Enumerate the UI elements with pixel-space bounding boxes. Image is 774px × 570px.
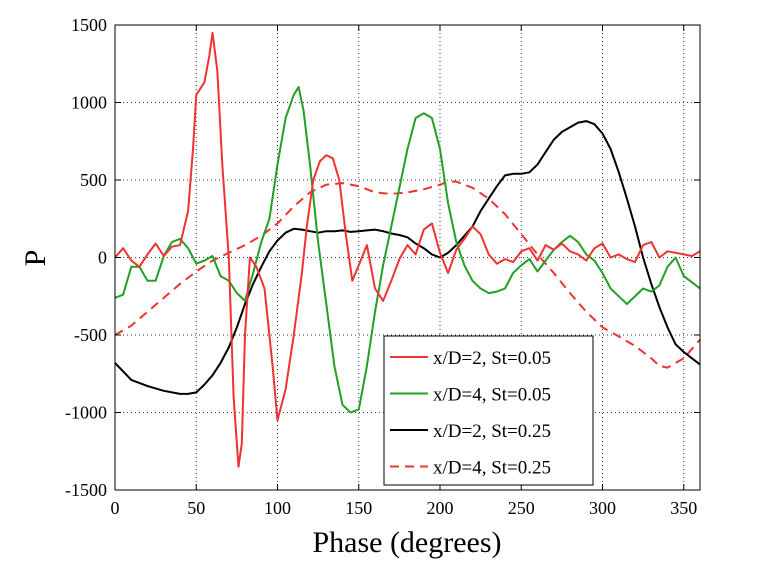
x-tick-label: 50 (187, 498, 205, 518)
series-line-0 (114, 31, 701, 468)
x-tick-label: 150 (345, 498, 372, 518)
series-line-1 (114, 86, 701, 414)
y-tick-label: -1500 (65, 480, 107, 500)
tick-labels: 0 50 100 150 200 250 300 350 -1500 -1000 -500 0 500 1… (65, 15, 697, 518)
legend-label-2: x/D=2, St=0.25 (433, 421, 551, 442)
y-tick-label: 1000 (71, 93, 107, 113)
x-tick-label: 300 (589, 498, 616, 518)
x-tick-label: 0 (111, 498, 120, 518)
x-axis-label: Phase (degrees) (312, 526, 501, 559)
y-tick-label: 500 (80, 170, 107, 190)
x-tick-label: 100 (264, 498, 291, 518)
x-tick-label: 200 (427, 498, 454, 518)
y-axis-label: P (19, 250, 52, 267)
series-line-3 (114, 180, 701, 369)
y-tick-label: -1000 (65, 403, 107, 423)
series-line-2 (114, 120, 701, 395)
legend-label-3: x/D=4, St=0.25 (433, 458, 551, 479)
tick-marks (114, 24, 700, 491)
x-tick-label: 350 (670, 498, 697, 518)
y-tick-label: -500 (74, 325, 107, 345)
legend-label-1: x/D=4, St=0.05 (433, 385, 551, 406)
legend-box (383, 335, 594, 486)
legend: x/D=2, St=0.05 x/D=4, St=0.05 x/D=2, St=0.… (383, 335, 594, 486)
x-tick-label: 250 (508, 498, 535, 518)
y-tick-label: 0 (98, 248, 107, 268)
y-tick-label: 1500 (71, 15, 107, 35)
legend-label-0: x/D=2, St=0.05 (433, 348, 551, 369)
series-group (114, 31, 701, 468)
